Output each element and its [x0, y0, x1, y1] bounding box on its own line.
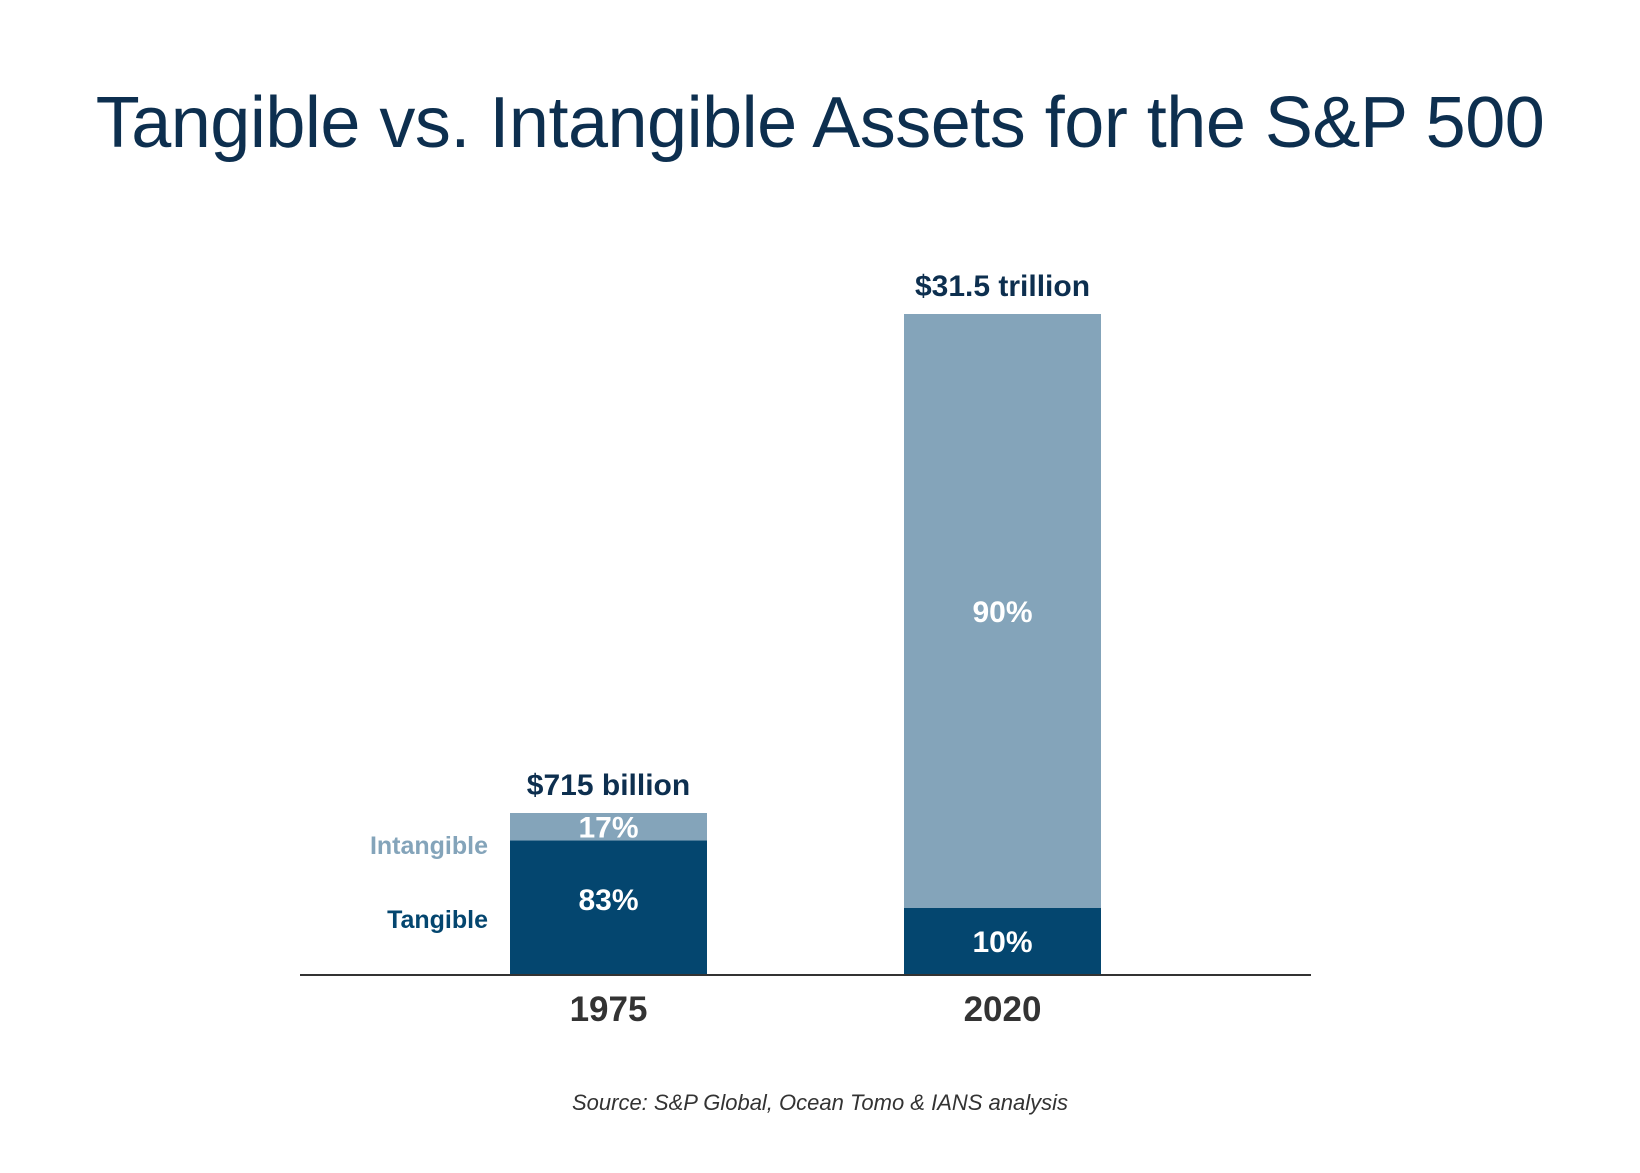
bar-intangible-2020	[904, 314, 1101, 908]
bar-tangible-1975	[510, 840, 707, 974]
series-label-tangible: Tangible	[387, 906, 488, 934]
bar-tangible-2020	[904, 908, 1101, 974]
x-tick-label: 2020	[964, 990, 1042, 1029]
total-label: $31.5 trillion	[915, 270, 1090, 303]
total-label: $715 billion	[527, 769, 690, 802]
bar-intangible-1975	[510, 813, 707, 841]
source-note: Source: S&P Global, Ocean Tomo & IANS an…	[571, 1090, 1069, 1115]
data-label: 10%	[972, 926, 1032, 959]
data-label: 17%	[578, 812, 638, 845]
data-label: 90%	[972, 596, 1032, 629]
x-tick-label: 1975	[570, 990, 648, 1029]
chart-title: Tangible vs. Intangible Assets for the S…	[95, 83, 1545, 163]
data-label: 83%	[578, 884, 638, 917]
series-label-intangible: Intangible	[370, 832, 488, 860]
